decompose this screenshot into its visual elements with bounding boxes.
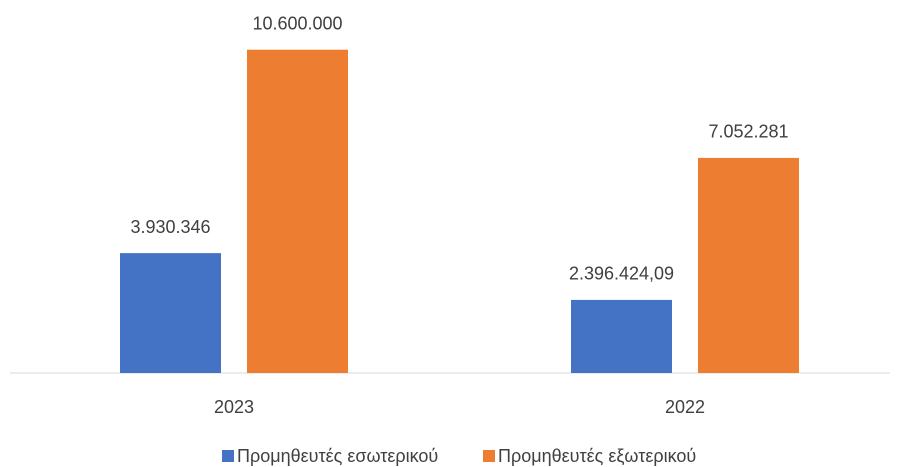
bar bbox=[120, 253, 221, 373]
bar bbox=[247, 49, 348, 373]
legend-label: Προμηθευτές εξωτερικού bbox=[498, 446, 696, 466]
bar bbox=[571, 299, 672, 373]
legend-swatch bbox=[483, 450, 495, 462]
value-label: 2.396.424,09 bbox=[569, 264, 674, 284]
legend-swatch bbox=[222, 450, 234, 462]
x-tick-label: 2022 bbox=[665, 397, 705, 417]
value-label: 7.052.281 bbox=[708, 122, 788, 142]
x-tick-label: 2023 bbox=[214, 397, 254, 417]
value-label: 3.930.346 bbox=[130, 217, 210, 237]
bar bbox=[698, 157, 799, 373]
value-label: 10.600.000 bbox=[252, 13, 342, 33]
legend-label: Προμηθευτές εσωτερικού bbox=[237, 446, 438, 466]
